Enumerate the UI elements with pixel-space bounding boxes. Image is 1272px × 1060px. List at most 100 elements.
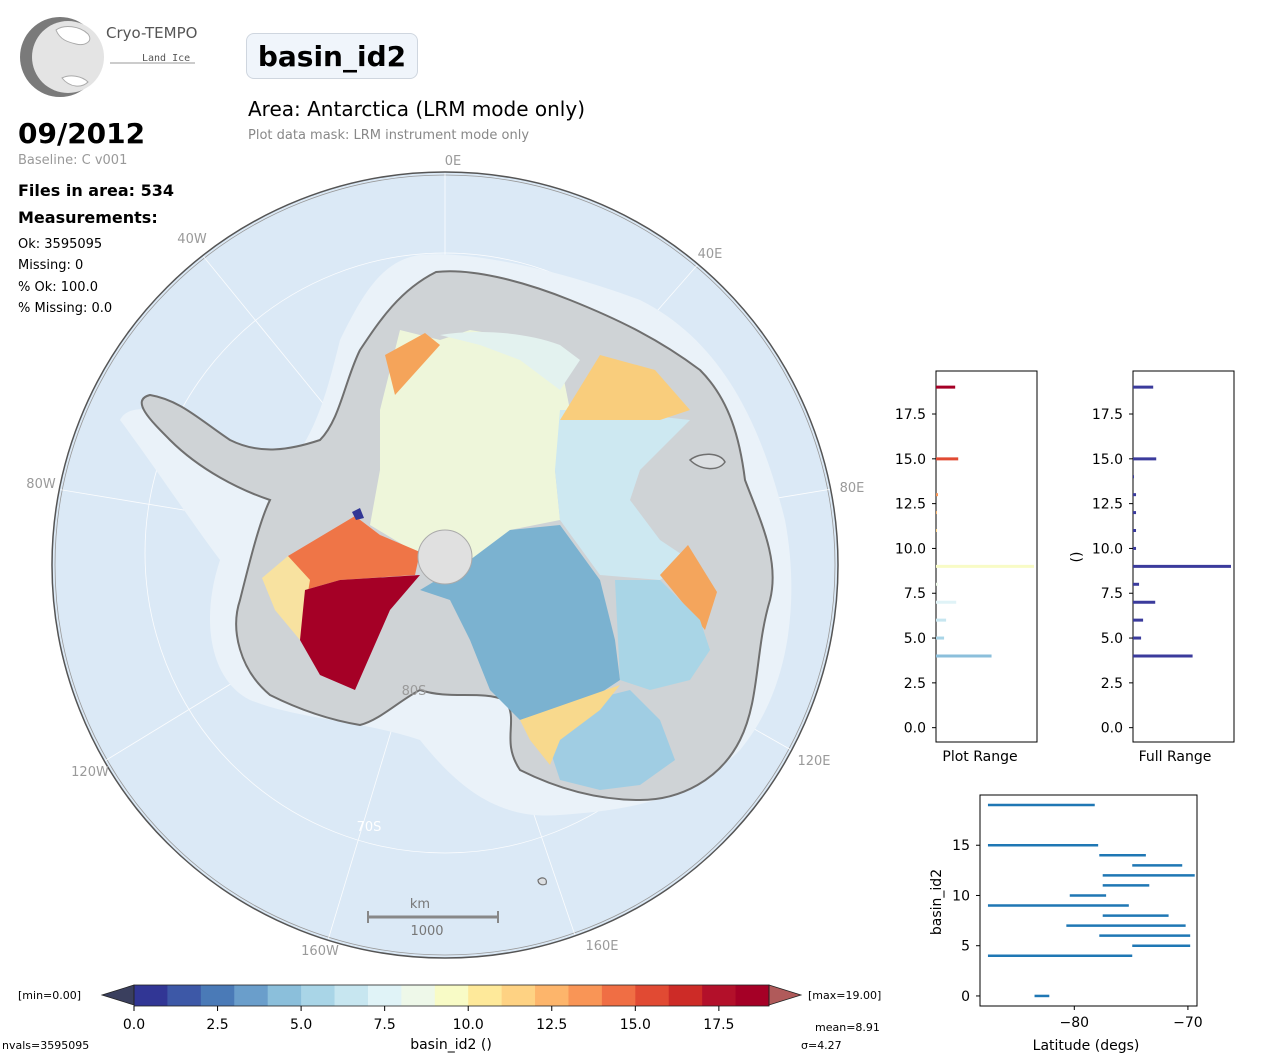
colorbar-label: basin_id2 (): [410, 1037, 492, 1053]
hist-tick-label: 7.5: [904, 586, 926, 602]
colorbar-cell: [535, 985, 569, 1006]
area-title: Area: Antarctica (LRM mode only): [248, 97, 586, 121]
basin-region: [370, 330, 570, 560]
hist-tick-label: 2.5: [904, 676, 926, 692]
scale-unit: km: [410, 897, 430, 912]
colorbar-tick-label: 0.0: [123, 1017, 145, 1033]
logo-name: Cryo-TEMPO: [106, 24, 198, 42]
colorbar-tick-label: 10.0: [453, 1017, 484, 1033]
hist-tick-label: 5.0: [1101, 631, 1123, 647]
lon-label: 40E: [698, 247, 723, 262]
lat-ytick-label: 0: [961, 989, 970, 1005]
lon-label: 120W: [71, 765, 109, 780]
lat-label: 80S: [402, 684, 427, 699]
lat-frame: [979, 794, 1198, 1007]
hist-full-range: 0.02.55.07.510.012.515.017.5 Full Range …: [1069, 370, 1235, 765]
hist-tick-label: 12.5: [895, 497, 926, 513]
scale-bar: km 1000: [367, 897, 499, 939]
stat-pct-ok: % Ok: 100.0: [18, 280, 98, 295]
basin-region: [615, 580, 710, 690]
baseline-label: Baseline: C v001: [18, 153, 128, 168]
mask-text: Plot data mask: LRM instrument mode only: [248, 128, 530, 143]
lat-label: 70S: [357, 820, 382, 835]
lat-xlabel: Latitude (degs): [1033, 1038, 1140, 1054]
basin-region: [385, 333, 440, 395]
colorbar-cell: [267, 985, 302, 1006]
lon-label: 40W: [177, 232, 207, 247]
hist-tick-label: 10.0: [895, 541, 926, 557]
lat-ylabel: basin_id2: [929, 869, 945, 935]
plot-title: basin_id2: [246, 33, 418, 79]
lon-label: 0E: [445, 154, 462, 169]
basin-region: [560, 355, 690, 420]
colorbar-cell: [200, 985, 235, 1006]
hist-tick-label: 7.5: [1101, 586, 1123, 602]
island: [537, 877, 547, 886]
hist-tick-label: 5.0: [904, 631, 926, 647]
colorbar-cell: [702, 985, 737, 1006]
stat-missing: Missing: 0: [18, 258, 84, 273]
logo-shape: [55, 26, 91, 45]
measurements-heading: Measurements:: [18, 208, 158, 227]
lat-ytick-label: 15: [952, 838, 970, 854]
lat-ytick-label: 10: [952, 888, 970, 904]
colorbar-cell: [501, 985, 536, 1006]
sigma-label: σ=4.27: [801, 1039, 842, 1052]
stat-ok: Ok: 3595095: [18, 237, 103, 252]
date-label: 09/2012: [18, 117, 146, 150]
colorbar-cell: [334, 985, 369, 1006]
basin-region: [555, 410, 690, 580]
hist-tick-label: 0.0: [904, 721, 926, 737]
lat-xtick-label: −80: [1060, 1015, 1090, 1031]
pole-hole: [417, 529, 473, 585]
colorbar-tick-label: 2.5: [206, 1017, 228, 1033]
files-in-area: Files in area: 534: [18, 181, 174, 200]
colorbar-cell: [735, 985, 770, 1006]
colorbar-cell: [401, 985, 436, 1006]
basin-region: [660, 545, 717, 630]
colorbar-cell: [434, 985, 469, 1006]
hist-tick-label: 15.0: [1092, 452, 1123, 468]
lon-label: 120E: [797, 754, 830, 769]
colorbar-tick-label: 7.5: [374, 1017, 396, 1033]
colorbar-cell: [668, 985, 703, 1006]
hist-frame: [1132, 370, 1235, 743]
basin-region: [262, 556, 310, 640]
cryo-tempo-logo: [20, 17, 195, 97]
basin-region: [352, 508, 364, 520]
hist-xlabel: Plot Range: [942, 749, 1017, 765]
colorbar-min-arrow: [100, 984, 135, 1006]
latitude-plot: 0 5 10 15 −80 −70 Latitude (degs) basin_id2: [929, 794, 1203, 1054]
hist-xlabel: Full Range: [1139, 749, 1212, 765]
lat-xtick-label: −70: [1173, 1015, 1203, 1031]
lon-label: 80E: [840, 481, 865, 496]
hist-plot-range: 0.0 2.5 5.0 7.5 10.0 12.5 15.0 17.5 Plot Range: [895, 370, 1038, 765]
hist-tick-label: 10.0: [1092, 541, 1123, 557]
hist-tick-label: 15.0: [895, 452, 926, 468]
colorbar: 0.0 2.5 5.0 7.5 10.0 12.5 15.0 17.5 [min=0.00] …: [2, 984, 881, 1053]
colorbar-tick-label: 5.0: [290, 1017, 312, 1033]
hist-tick-label: 17.5: [895, 407, 926, 423]
lon-label: 80W: [26, 477, 56, 492]
lat-ytick-label: 5: [961, 939, 970, 955]
colorbar-cell: [601, 985, 636, 1006]
logo-sub: Land Ice: [142, 53, 191, 64]
colorbar-tick-label: 15.0: [620, 1017, 651, 1033]
colorbar-cell: [468, 985, 503, 1006]
scale-value: 1000: [410, 924, 443, 939]
colorbar-max-label: [max=19.00]: [808, 989, 881, 1002]
lon-label: 160W: [301, 944, 339, 959]
colorbar-cell: [301, 985, 336, 1006]
polar-map: 0E 40E 80E 120E 160E 160W 120W 80W 40W 8…: [26, 154, 865, 959]
mean-label: mean=8.91: [815, 1021, 880, 1034]
colorbar-cell: [134, 985, 168, 1006]
hist-ylabel: (): [1069, 552, 1085, 563]
colorbar-min-label: [min=0.00]: [18, 989, 81, 1002]
colorbar-cell: [367, 985, 402, 1006]
basin-region: [420, 525, 620, 720]
lon-label: 160E: [585, 939, 618, 954]
hist-tick-label: 12.5: [1092, 497, 1123, 513]
colorbar-tick-label: 12.5: [536, 1017, 567, 1033]
nvals-label: nvals=3595095: [2, 1039, 89, 1052]
colorbar-max-arrow: [768, 984, 803, 1006]
